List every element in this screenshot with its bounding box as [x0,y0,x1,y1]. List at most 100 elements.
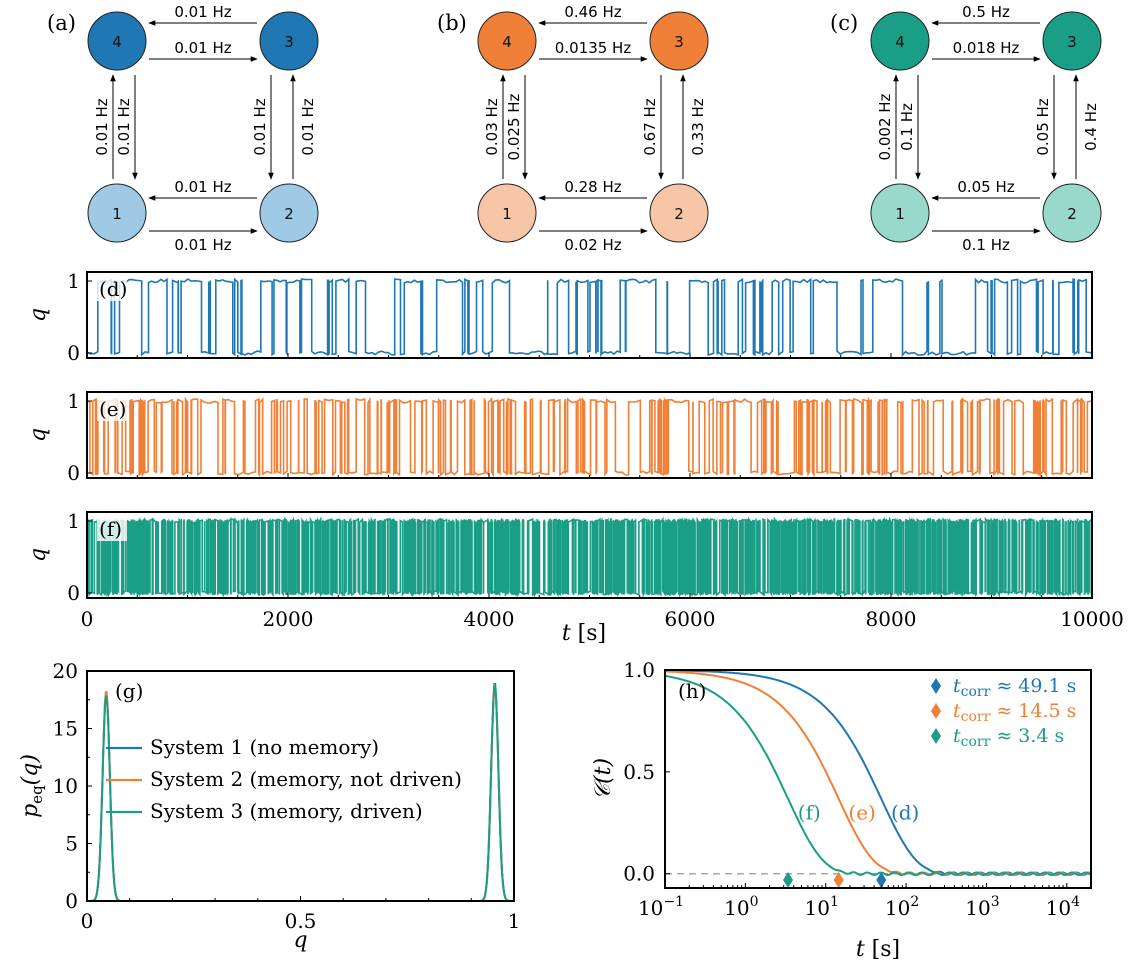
y-tick-label: 1 [67,389,80,413]
plot-frame [664,669,1092,889]
y-tick-label: 15 [53,717,78,741]
label-bg [97,277,127,301]
state-node-4 [87,11,147,71]
y-tick-label: 1 [67,509,80,533]
y-tick-label: 10 [53,774,78,798]
distribution-line [87,683,514,902]
y-axis-label: q [26,428,51,442]
plot-frame [86,391,1093,479]
network-diagram-b: (b) 4 3 1 2 0.46 Hz 0.0135 Hz 0.28 Hz 0.02 Hz 0.0… [437,3,709,254]
x-tick-label: 100 [724,894,758,920]
y-tick-label: 20 [53,659,78,683]
x-tick-label: 101 [805,894,839,920]
state-label: 4 [502,33,512,51]
curve-label: (f) [798,801,821,825]
rate-label: 0.002 Hz [876,93,894,160]
network-diagram-a: (a)4 31 20.01 Hz0.01 Hz0.01 Hz0.01 Hz0.01 … [47,3,319,254]
y-tick-label: 5 [65,832,78,856]
state-node-3 [1042,11,1102,71]
y-tick-label: 0 [67,581,80,605]
distribution-line [87,686,514,902]
state-label: 2 [284,205,294,223]
legend-label: System 3 (memory, driven) [150,799,423,823]
rate-label: 0.46 Hz [564,3,621,21]
state-node-1 [87,183,147,243]
state-node-1 [870,183,930,243]
rate-label: 0.01 Hz [174,236,231,254]
legend-marker [931,703,941,719]
time-trace-e: (e) 1 0 q [26,389,1093,485]
rate-label: 0.01 Hz [174,3,231,21]
x-tick-label: 103 [965,894,999,920]
panel-label: (c) [830,11,858,35]
network-diagram-c: (c)4 31 20.5 Hz0.018 Hz0.05 Hz0.1 Hz0.002 … [830,3,1102,254]
rate-label: 0.01 Hz [115,98,133,155]
legend-label: tcorr ≈ 3.4 s [953,725,1064,750]
rate-label: 0.01 Hz [299,98,317,155]
distribution-line [87,687,514,902]
x-tick-label: 0.5 [285,909,317,933]
panel-label: (h) [678,679,707,703]
rate-label: 0.02 Hz [564,236,621,254]
x-tick-label: 6000 [665,607,716,631]
x-axis-label: q [293,928,307,953]
tcorr-marker [783,872,794,888]
legend-label: tcorr ≈ 49.1 s [953,675,1076,700]
panel-label: (f) [99,517,122,541]
panel-label: (e) [99,397,126,421]
state-node-1 [477,183,537,243]
panel-label: (a) [47,11,76,35]
state-node-2 [259,183,319,243]
x-axis-label: t [s] [562,621,606,646]
rate-label: 0.1 Hz [898,103,916,151]
state-label: 2 [1067,205,1077,223]
x-tick-label: 10000 [1060,607,1124,631]
y-tick-label: 0.0 [623,862,655,886]
x-axis-label: t [s] [856,937,900,962]
y-axis-label: q [26,308,51,322]
y-tick-label: 0 [67,461,80,485]
tcorr-marker [833,872,844,888]
legend-label: System 1 (no memory) [150,735,379,759]
y-axis-label: 𝒞(t) [591,758,616,800]
state-label: 4 [895,33,905,51]
rate-label: 0.01 Hz [251,98,269,155]
legend-label: System 2 (memory, not driven) [150,767,462,791]
state-label: 1 [895,205,905,223]
state-label: 3 [1067,33,1077,51]
y-axis-label: peq(q) [18,754,46,818]
rate-label: 0.01 Hz [174,39,231,57]
state-label: 1 [502,205,512,223]
label-bg [97,517,127,541]
label-bg [97,397,127,421]
x-tick-label: 1 [508,909,521,933]
x-tick-label: 8000 [866,607,917,631]
state-label: 3 [284,33,294,51]
tcorr-marker [876,872,887,888]
x-tick-label: 104 [1046,894,1080,920]
y-axis-label: q [26,548,51,562]
x-tick-label: 0 [81,909,94,933]
state-node-2 [1042,183,1102,243]
distribution-plot: (g) 0 5 10 15 20 0 0.5 1 q peq(q) System 1 (no memo… [18,659,520,953]
rate-label: 0.4 Hz [1082,103,1100,151]
legend: System 1 (no memory) System 2 (memory, no… [106,735,462,823]
state-label: 3 [674,33,684,51]
rate-label: 0.01 Hz [174,178,231,196]
rate-label: 0.025 Hz [505,93,523,160]
state-node-3 [259,11,319,71]
rate-label: 0.5 Hz [962,3,1010,21]
rate-label: 0.28 Hz [564,178,621,196]
panel-label: (d) [99,277,127,301]
rate-label: 0.67 Hz [641,98,659,155]
trace-line [87,277,1092,358]
trace-line [87,516,1092,598]
state-label: 4 [112,33,122,51]
rate-label: 0.05 Hz [1034,98,1052,155]
x-tick-label: 102 [885,894,919,920]
state-node-4 [870,11,930,71]
trace-line [87,396,1092,478]
legend-label: tcorr ≈ 14.5 s [953,700,1076,725]
rate-label: 0.05 Hz [957,178,1014,196]
